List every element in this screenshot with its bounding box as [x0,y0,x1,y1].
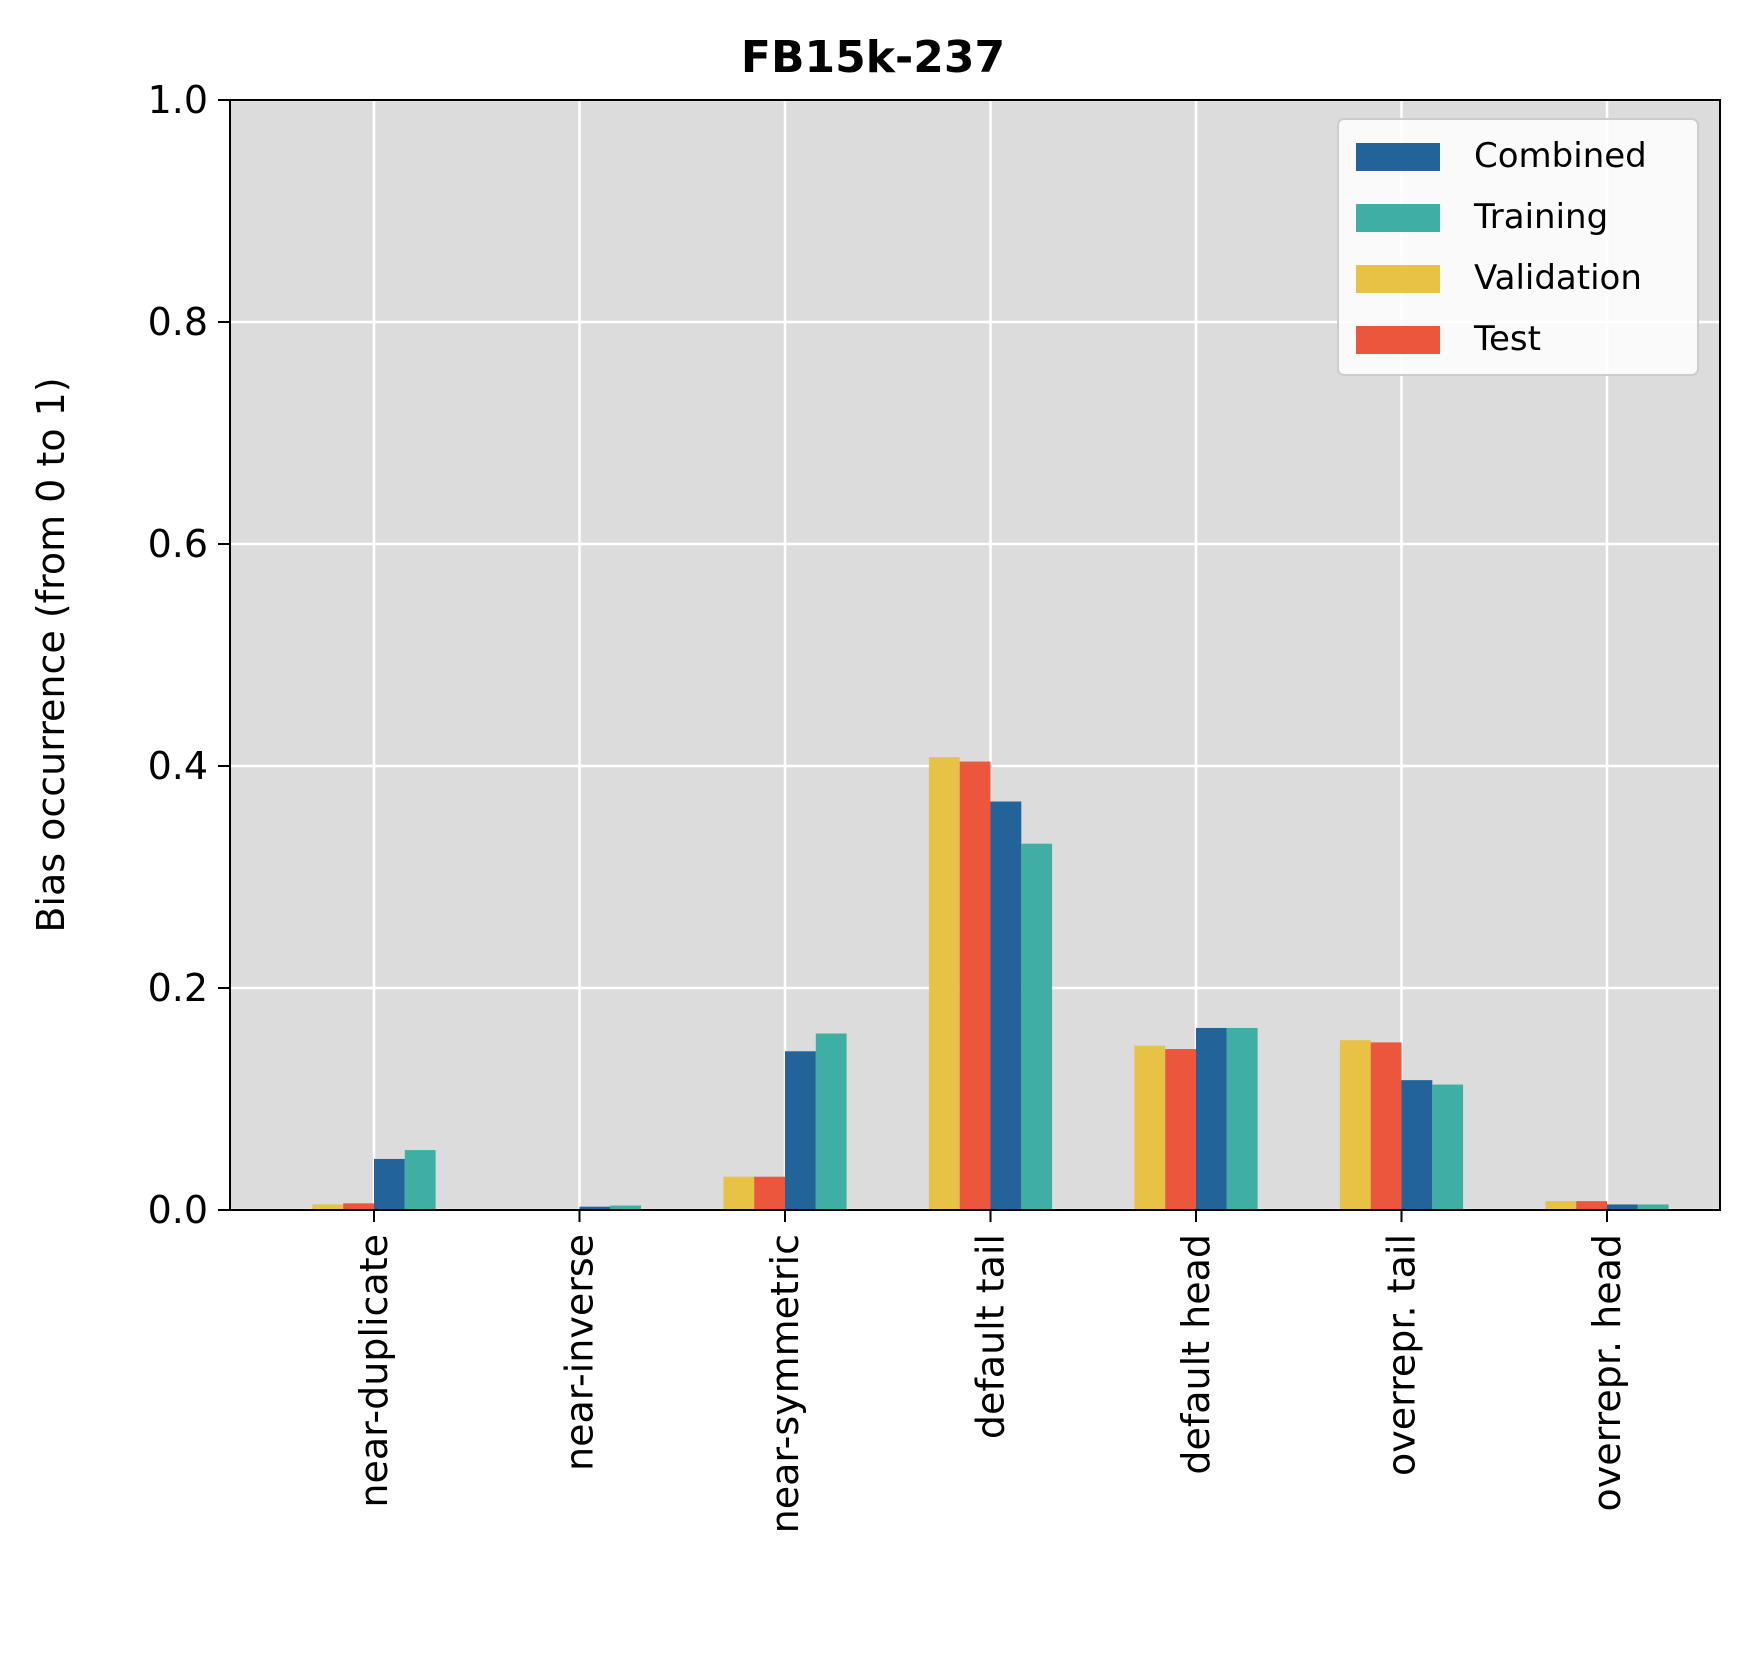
bar-training-1 [610,1205,642,1210]
bar-training-6 [1637,1204,1669,1210]
legend-swatch-training [1356,204,1440,232]
bar-combined-2 [785,1051,816,1210]
y-tick-label: 0.4 [148,744,208,788]
y-tick-label: 1.0 [148,78,208,122]
legend-swatch-test [1356,326,1440,354]
legend-label-combined: Combined [1474,136,1647,176]
bars [312,757,1669,1210]
y-axis-label: Bias occurrence (from 0 to 1) [29,377,73,932]
bar-training-5 [1432,1084,1464,1210]
bar-test-0 [343,1203,374,1210]
bar-test-4 [1165,1049,1196,1210]
bar-combined-6 [1607,1204,1638,1210]
chart-title: FB15k-237 [741,32,1005,83]
bar-validation-3 [928,757,960,1210]
x-axis: near-duplicate near-inverse near-symmetric… [352,1210,1629,1533]
y-tick-label: 0.6 [148,522,208,566]
bar-test-5 [1370,1042,1402,1210]
x-tick-label: near-duplicate [352,1234,396,1508]
legend-box [1337,118,1699,376]
bar-training-4 [1226,1027,1258,1210]
bar-training-0 [404,1150,436,1210]
bar-validation-4 [1134,1045,1166,1210]
legend-swatch-validation [1356,265,1440,293]
legend-label-training: Training [1473,197,1608,237]
plot-frame [229,99,1721,1211]
bar-training-3 [1021,843,1053,1210]
y-tick-label: 0.8 [148,300,208,344]
bar-combined-3 [990,801,1022,1210]
bar-training-2 [815,1033,847,1210]
bar-combined-4 [1196,1027,1227,1210]
legend-swatch-combined [1356,143,1440,171]
legend-label-test: Test [1473,319,1541,359]
x-tick-label: near-symmetric [763,1234,807,1533]
legend-label-validation: Validation [1474,258,1642,298]
y-tick-label: 0.2 [148,966,208,1010]
bar-combined-0 [374,1158,405,1210]
bar-combined-1 [579,1206,611,1210]
bar-validation-2 [723,1176,755,1210]
bar-validation-6 [1545,1201,1577,1210]
x-tick-label: overrepr. head [1585,1234,1629,1512]
y-axis: 0.0 0.2 0.4 0.6 0.8 1.0 [148,78,230,1232]
bar-test-2 [754,1176,785,1210]
bar-validation-0 [312,1204,344,1210]
legend: Combined Training Validation Test [1337,118,1699,376]
bar-validation-5 [1339,1040,1371,1210]
x-tick-label: overrepr. tail [1380,1234,1424,1476]
x-tick-label: near-inverse [558,1234,602,1471]
x-tick-label: default head [1174,1234,1218,1475]
x-tick-label: default tail [969,1234,1013,1439]
bar-combined-5 [1401,1080,1433,1210]
bar-test-6 [1576,1201,1607,1210]
y-tick-label: 0.0 [148,1188,208,1232]
bar-test-3 [959,761,991,1210]
